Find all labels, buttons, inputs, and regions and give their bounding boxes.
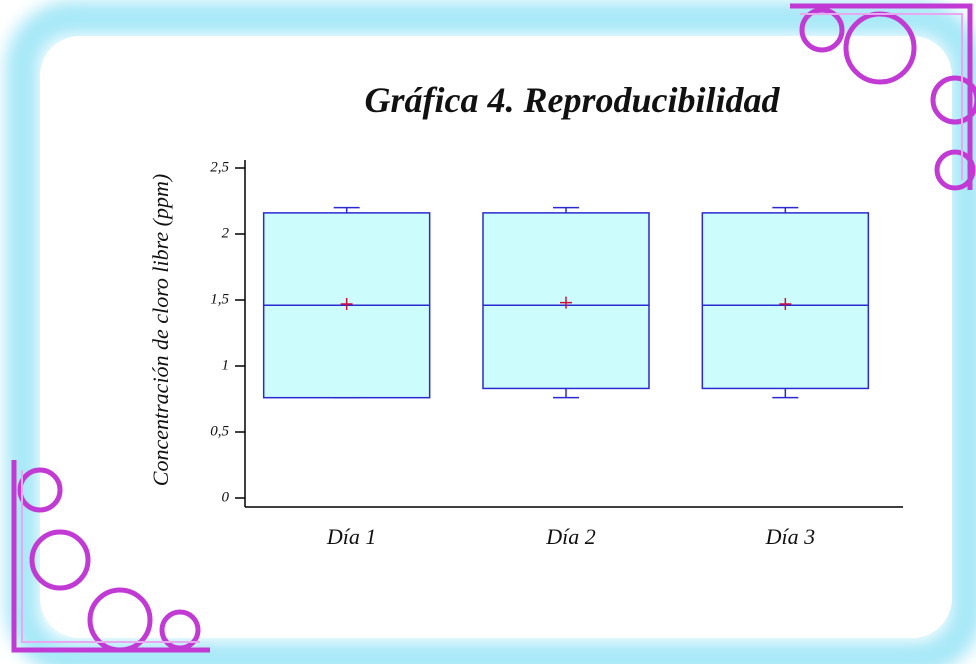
y-axis-label: Concentración de cloro libre (ppm) bbox=[148, 174, 173, 486]
y-tick-label: 1,5 bbox=[210, 291, 229, 307]
mean-marker bbox=[560, 296, 572, 309]
x-tick-label: Día 3 bbox=[765, 524, 816, 549]
frame-glow bbox=[5, 1, 976, 669]
y-tick-label: 2 bbox=[222, 225, 230, 241]
box bbox=[482, 212, 650, 390]
x-tick-label: Día 2 bbox=[545, 524, 596, 549]
y-tick-label: 2,5 bbox=[210, 159, 229, 175]
x-tick-label: Día 1 bbox=[326, 524, 377, 549]
corner-ornament-light bbox=[21, 13, 963, 643]
mean-marker bbox=[779, 297, 792, 310]
mean-marker bbox=[340, 297, 353, 310]
y-tick-label: 1 bbox=[222, 357, 230, 373]
chart-title: Gráfica 4. Reproducibilidad bbox=[365, 80, 781, 120]
y-tick-label: 0 bbox=[222, 489, 230, 505]
y-tick-label: 0,5 bbox=[210, 423, 229, 439]
corner-ornament bbox=[11, 3, 976, 653]
